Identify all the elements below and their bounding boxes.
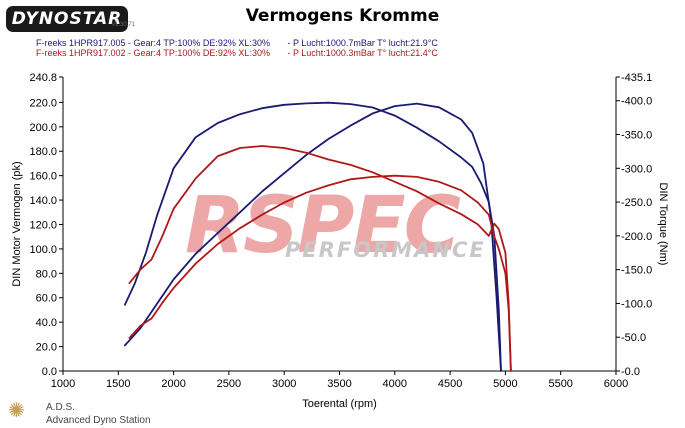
y-tick-label-right: -100.0 (621, 298, 652, 310)
y-tick-label-left: 120.0 (29, 219, 57, 231)
y-tick-label-left: 180.0 (29, 146, 57, 158)
y-tick-label-left: 140.0 (29, 195, 57, 207)
y-axis-title-left: DIN Motor Vermogen (pk) (11, 161, 23, 286)
x-tick-label: 1000 (51, 378, 75, 390)
chart-labels: 1000 1500 2000 2500 3000 3500 4000 4500 5000 5500… (11, 72, 669, 410)
y-tick-label-left: 240.8 (29, 72, 57, 84)
y-tick-label-right: -350.0 (621, 130, 652, 142)
y-tick-label-left: 100.0 (29, 244, 57, 256)
series-line-1-power (124, 102, 502, 372)
x-tick-label: 2000 (161, 378, 185, 390)
watermark-brand: RSPEC (185, 181, 461, 271)
run-info-1: F-reeks 1HPR917.005 - Gear:4 TP:100% DE:… (36, 38, 438, 48)
series-line-3-power (128, 174, 512, 372)
y-tick-label-right: -250.0 (621, 197, 652, 209)
footer-subtitle: Advanced Dyno Station (46, 415, 151, 426)
x-tick-label: 3500 (327, 378, 351, 390)
y-tick-label-right: -200.0 (621, 231, 652, 243)
y-tick-label-right: -435.1 (621, 72, 652, 84)
run-info-2: F-reeks 1HPR917.002 - Gear:4 TP:100% DE:… (36, 48, 438, 58)
y-tick-label-left: 20.0 (36, 342, 57, 354)
y-axis-title-right: DIN Torque (Nm) (657, 183, 669, 266)
logo-badge: DYNOSTAR (6, 6, 128, 32)
y-tick-label-left: 40.0 (36, 317, 57, 329)
chart-title: Vermogens Kromme (245, 6, 440, 26)
y-tick-label-right: -300.0 (621, 163, 652, 175)
x-tick-label: 5500 (548, 378, 572, 390)
x-tick-label: 1500 (106, 378, 130, 390)
logo-text: DYNOSTAR (11, 9, 123, 29)
y-tick-label-left: 220.0 (29, 97, 57, 109)
y-tick-label-right: -0.0 (621, 366, 640, 378)
watermark-sub: PERFORMANCE (285, 238, 486, 262)
logo-tag: v1.30.71 (112, 22, 136, 28)
x-axis-title: Toerental (rpm) (302, 398, 377, 410)
y-tick-label-left: 0.0 (42, 366, 57, 378)
x-tick-label: 3000 (272, 378, 296, 390)
y-tick-label-left: 60.0 (36, 293, 57, 305)
chart-curves (124, 101, 512, 372)
series-line-2-torque (124, 101, 502, 372)
x-tick-label: 4500 (438, 378, 462, 390)
chart-axes (59, 76, 620, 375)
y-tick-label-right: -50.0 (621, 332, 646, 344)
x-tick-label: 6000 (604, 378, 628, 390)
x-tick-label: 4000 (383, 378, 407, 390)
y-tick-label-left: 200.0 (29, 122, 57, 134)
x-tick-label: 5000 (493, 378, 517, 390)
ads-logo-icon: ✺ (8, 400, 25, 422)
y-tick-label-right: -150.0 (621, 265, 652, 277)
x-tick-label: 2500 (217, 378, 241, 390)
series-line-4-torque (128, 145, 512, 372)
y-tick-label-left: 80.0 (36, 268, 57, 280)
footer-name: A.D.S. (46, 402, 75, 413)
y-tick-label-right: -400.0 (621, 96, 652, 108)
y-tick-label-left: 160.0 (29, 171, 57, 183)
